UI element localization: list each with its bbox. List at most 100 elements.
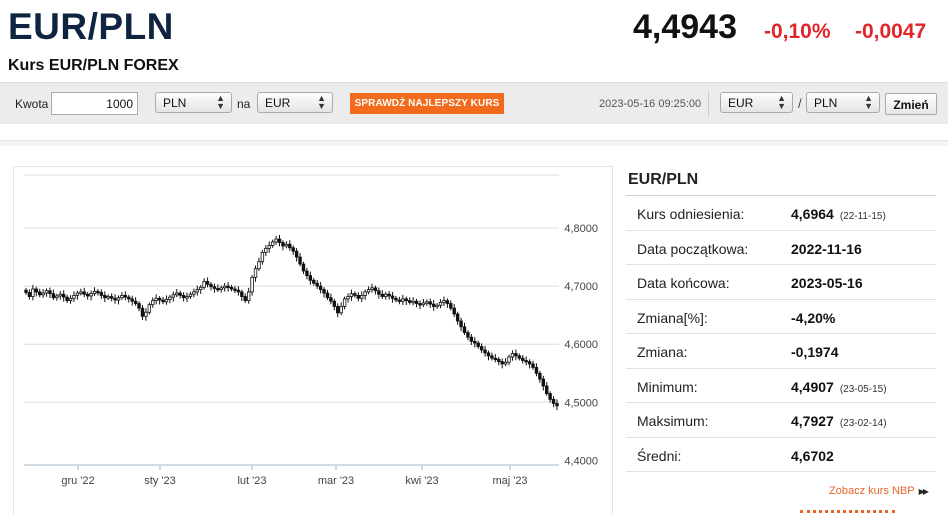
y-tick-label: 4,4000 xyxy=(564,455,598,467)
candle-body xyxy=(27,292,32,297)
stats-row: Data początkowa: 2022-11-16 xyxy=(626,231,936,265)
best-rate-button[interactable]: SPRAWDŹ NAJLEPSZY KURS xyxy=(350,93,504,114)
candle-body xyxy=(483,349,487,354)
candle-body xyxy=(521,357,525,361)
candle-body xyxy=(466,332,470,338)
candle-body xyxy=(212,286,217,289)
stats-row: Zmiana: -0,1974 xyxy=(626,334,936,369)
candle-body xyxy=(517,355,522,359)
candle-body xyxy=(75,292,80,296)
candle-body xyxy=(144,311,148,317)
nbp-link-label: Zobacz kurs NBP xyxy=(829,485,915,497)
candle-body xyxy=(445,300,450,304)
candle-body xyxy=(473,340,477,344)
amount-input[interactable] xyxy=(51,92,138,115)
candle-body xyxy=(120,294,124,299)
price-chart[interactable]: 4,8000 4,7000 4,6000 4,5000 4,4000 gru '22 sty… xyxy=(13,166,613,514)
stats-row: Data końcowa: 2023-05-16 xyxy=(626,265,936,300)
candle-body xyxy=(226,285,230,288)
candle-body xyxy=(373,287,378,292)
candle-body xyxy=(414,300,419,304)
stats-value: 4,7927 (23-02-14) xyxy=(791,413,887,429)
change-percent: -0,10% xyxy=(764,20,831,43)
to-currency-select[interactable]: EUR ▲ ▼ xyxy=(257,92,333,113)
candle-body xyxy=(531,363,535,368)
stats-value-text: 4,6964 xyxy=(791,206,834,222)
candle-body xyxy=(476,342,480,347)
candle-body xyxy=(541,378,545,387)
candle-body xyxy=(397,299,402,302)
candle-body xyxy=(34,288,38,293)
candle-body xyxy=(219,287,223,290)
stats-value-text: 2023-05-16 xyxy=(791,275,863,291)
candle-body xyxy=(449,303,453,309)
candle-body xyxy=(380,293,384,297)
candle-body xyxy=(455,313,460,322)
candle-body xyxy=(459,320,463,328)
stats-row: Maksimum: 4,7927 (23-02-14) xyxy=(626,403,936,438)
select-arrows-icon: ▲ ▼ xyxy=(317,93,326,111)
candle-body xyxy=(428,301,432,305)
candle-body xyxy=(438,301,443,306)
candle-body xyxy=(274,238,278,243)
candle-body xyxy=(411,300,415,304)
candle-body xyxy=(154,297,158,302)
candle-body xyxy=(178,292,182,296)
candle-body xyxy=(288,243,292,249)
candle-body xyxy=(61,293,66,298)
candle-body xyxy=(490,355,494,359)
candle-body xyxy=(24,289,28,293)
stats-value: 4,6964 (22-11-15) xyxy=(791,206,886,222)
candle-body xyxy=(305,270,309,277)
candle-body xyxy=(192,291,196,295)
stats-value: 4,4907 (23-05-15) xyxy=(791,379,887,395)
stats-key: Minimum: xyxy=(637,378,698,395)
candle-body xyxy=(479,346,484,351)
stats-row: Kurs odniesienia: 4,6964 (22-11-15) xyxy=(626,196,936,231)
pair-quote-select[interactable]: PLN ▲ ▼ xyxy=(806,92,880,113)
candle-body xyxy=(500,361,504,365)
candle-body xyxy=(322,289,326,294)
stats-key: Średni: xyxy=(637,447,682,464)
secondary-link[interactable] xyxy=(800,508,895,514)
candle-body xyxy=(246,291,251,302)
candle-body xyxy=(308,275,313,281)
from-currency-select[interactable]: PLN ▲ ▼ xyxy=(155,92,232,113)
stats-key: Zmiana: xyxy=(637,344,688,360)
stats-key: Data końcowa: xyxy=(637,275,730,291)
x-tick-label: kwi '23 xyxy=(405,475,438,487)
stats-value-text: 4,4907 xyxy=(791,378,834,395)
candle-body xyxy=(96,290,100,294)
candle-body xyxy=(270,241,275,246)
candle-body xyxy=(161,299,165,303)
change-pair-button[interactable]: Zmień xyxy=(885,93,937,115)
stats-panel: EUR/PLN Kurs odniesienia: 4,6964 (22-11-15… xyxy=(626,164,936,472)
candle-body xyxy=(534,367,539,374)
nbp-rate-link[interactable]: Zobacz kurs NBP ▶▶ xyxy=(829,485,929,497)
candle-body xyxy=(538,372,542,380)
candle-body xyxy=(394,297,398,301)
candle-body xyxy=(82,291,86,295)
candle-body xyxy=(157,297,162,301)
candle-body xyxy=(298,256,302,265)
stats-value-text: 4,7927 xyxy=(791,413,834,429)
candle-body xyxy=(390,295,395,299)
select-arrows-icon: ▲ ▼ xyxy=(777,93,786,111)
from-currency-value: PLN xyxy=(163,96,187,110)
pair-quote-value: PLN xyxy=(814,96,838,110)
candle-body xyxy=(243,296,247,302)
candle-body xyxy=(48,290,52,295)
quote-header: EUR/PLN Kurs EUR/PLN FOREX 4,4943 -0,10%… xyxy=(0,0,948,82)
stats-value: -4,20% xyxy=(791,310,835,326)
candle-body xyxy=(51,293,56,299)
x-tick-label: maj '23 xyxy=(492,475,527,487)
pair-base-select[interactable]: EUR ▲ ▼ xyxy=(720,92,793,113)
candle-body xyxy=(236,289,241,293)
candle-body xyxy=(147,304,152,313)
candle-body xyxy=(497,358,501,363)
candle-body xyxy=(462,326,467,333)
candle-body xyxy=(514,353,518,357)
stats-key: Data początkowa: xyxy=(637,240,749,257)
double-arrow-icon: ▶▶ xyxy=(918,487,929,496)
candle-body xyxy=(140,307,145,317)
